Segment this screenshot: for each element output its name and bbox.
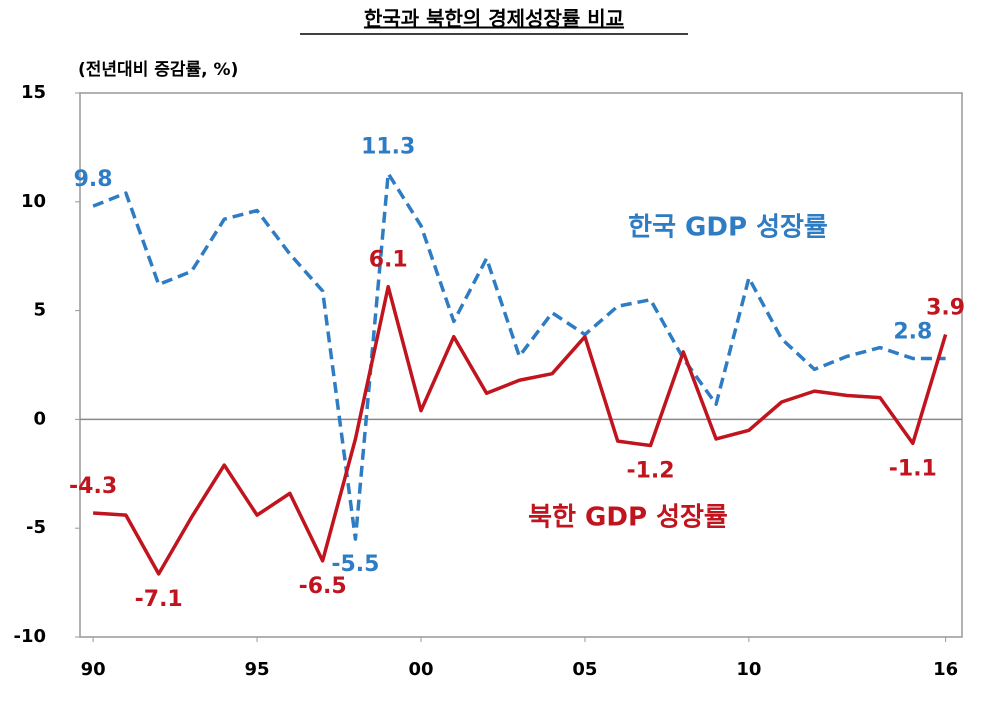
data-label: 3.9 bbox=[926, 296, 965, 321]
data-label: -1.1 bbox=[889, 456, 937, 481]
data-label: -6.5 bbox=[299, 574, 347, 599]
x-tick-label: 16 bbox=[933, 659, 958, 680]
x-tick-label: 95 bbox=[245, 659, 270, 680]
y-tick-label: -10 bbox=[13, 626, 46, 647]
chart-title: 한국과 북한의 경제성장률 비교 bbox=[364, 7, 624, 31]
data-label: 9.8 bbox=[74, 167, 113, 192]
x-tick-label: 05 bbox=[572, 659, 597, 680]
series-name: 한국 GDP 성장률 bbox=[628, 213, 828, 243]
x-tick-label: 00 bbox=[408, 659, 433, 680]
data-label: -1.2 bbox=[626, 459, 674, 484]
data-label: -7.1 bbox=[135, 587, 183, 612]
data-label: 2.8 bbox=[893, 319, 932, 344]
y-tick-label: 10 bbox=[21, 191, 46, 212]
data-label: -4.3 bbox=[69, 474, 117, 499]
y-tick-label: 5 bbox=[33, 300, 46, 321]
y-tick-label: 0 bbox=[33, 408, 46, 429]
y-tick-label: -5 bbox=[26, 517, 46, 538]
plot-area bbox=[79, 92, 963, 638]
series-line bbox=[92, 284, 948, 576]
x-tick-label: 90 bbox=[81, 659, 106, 680]
series-line bbox=[92, 171, 946, 541]
x-tick-label: 10 bbox=[736, 659, 761, 680]
data-label: 6.1 bbox=[369, 248, 408, 273]
data-label: -5.5 bbox=[331, 552, 379, 577]
y-tick-label: 15 bbox=[21, 82, 46, 103]
series-name: 북한 GDP 성장률 bbox=[528, 503, 728, 533]
data-label: 11.3 bbox=[361, 135, 415, 160]
y-axis-label: (전년대비 증감률, %) bbox=[78, 60, 238, 80]
